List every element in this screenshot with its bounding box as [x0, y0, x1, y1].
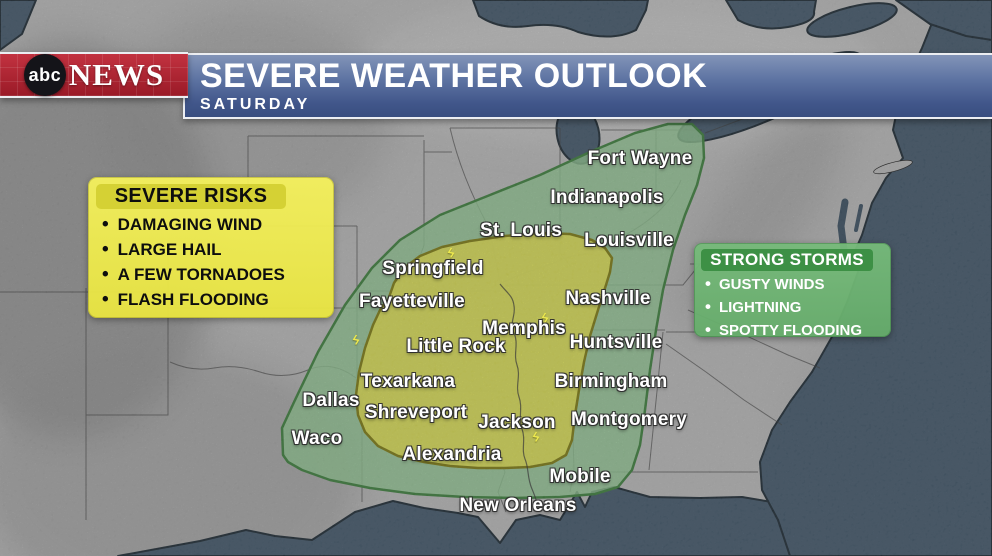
risk-list-item: DAMAGING WIND — [102, 212, 334, 237]
risk-list-item: SPOTTY FLOODING — [705, 319, 891, 342]
news-wordmark: NEWS — [68, 57, 165, 92]
risk-list-item: A FEW TORNADOES — [102, 262, 334, 287]
strong-storms-title: STRONG STORMS — [701, 249, 873, 271]
risk-list-item: GUSTY WINDS — [705, 273, 891, 296]
risk-list-item: FLASH FLOODING — [102, 287, 334, 312]
risk-list-item: LIGHTNING — [705, 296, 891, 319]
strong-storms-list: GUSTY WINDSLIGHTNINGSPOTTY FLOODING — [694, 273, 891, 342]
risk-list-item: LARGE HAIL — [102, 237, 334, 262]
severe-risks-title: SEVERE RISKS — [96, 184, 286, 209]
abc-logo-icon: abc — [23, 54, 66, 96]
page-title: SEVERE WEATHER OUTLOOK — [200, 57, 708, 95]
abc-logo-text: abc — [28, 64, 62, 85]
severe-risks-list: DAMAGING WINDLARGE HAILA FEW TORNADOESFL… — [88, 212, 334, 312]
title-banner: SEVERE WEATHER OUTLOOK SATURDAY — [183, 53, 992, 119]
page-subtitle: SATURDAY — [200, 96, 311, 113]
abc-news-logo: abc NEWS — [0, 52, 188, 98]
strong-storms-box: STRONG STORMS GUSTY WINDSLIGHTNINGSPOTTY… — [694, 243, 891, 339]
severe-risks-box: SEVERE RISKS DAMAGING WINDLARGE HAILA FE… — [88, 177, 334, 318]
